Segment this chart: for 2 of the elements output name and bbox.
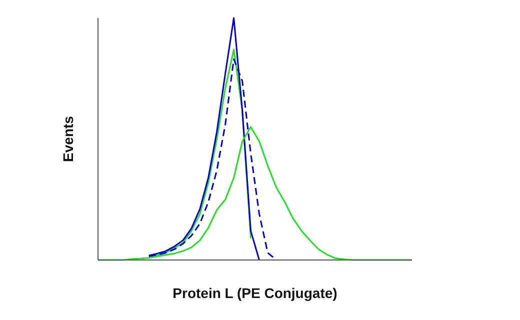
- y-axis-title: Events: [60, 116, 76, 162]
- x-axis-title: Protein L (PE Conjugate): [172, 285, 338, 301]
